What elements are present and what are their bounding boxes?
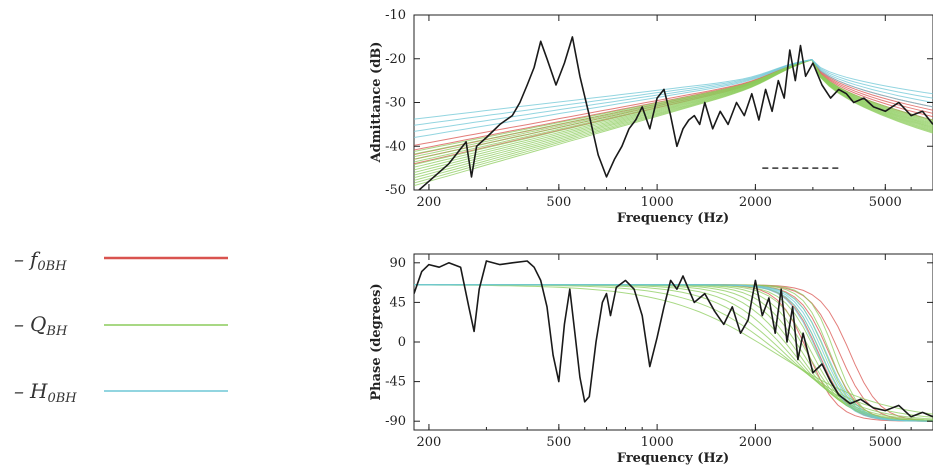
admittance-measured-series [417,36,933,190]
legend-item-h0bh: – H0BH [14,379,228,406]
x-tick-label: 1000 [641,435,674,450]
legend-dash-2: – [14,312,24,336]
admittance-model-bands [414,58,933,187]
admittance-panel: 200 500 1000 2000 5000 -50 -40 -30 -20 -10 Freque… [369,8,933,226]
y-tick-label: -40 [385,139,406,154]
x-tick-label: 5000 [869,435,902,450]
y-tick-label: 0 [398,335,406,350]
model-curve-h0bh [414,59,933,132]
legend-item-qbh: – QBH [14,312,228,339]
model-curve-qbh [414,59,933,158]
measured-line [417,36,933,190]
x-tick-label: 500 [546,435,571,450]
legend-dash-3: – [14,379,24,403]
legend-label-qbh: QBH [30,312,68,339]
y-tick-label: -90 [385,414,406,429]
y-tick-label: 90 [389,256,406,271]
model-curve-qbh [414,59,933,179]
x-tick-label: 500 [546,195,571,210]
model-curve-qbh [414,59,933,166]
model-curve-qbh [414,59,933,173]
y-tick-label: 45 [389,295,406,310]
phase-panel: 200 500 1000 2000 5000 -90 -45 0 45 90 Frequency … [369,253,933,466]
admittance-ticks: 200 500 1000 2000 5000 -50 -40 -30 -20 -10 [385,8,933,210]
x-tick-label: 200 [417,435,442,450]
model-curve-qbh [414,284,933,421]
legend-dash-1: – [14,247,24,271]
x-tick-label: 200 [417,195,442,210]
model-curve-qbh [414,59,933,152]
x-tick-label: 2000 [739,435,772,450]
phase-measured-series [414,260,933,418]
measured-line [414,260,933,418]
model-curve-h0bh [414,58,933,120]
model-curve-qbh [414,59,933,187]
x-tick-label: 1000 [641,195,674,210]
y-tick-label: -10 [385,8,406,23]
y-tick-label: -50 [385,183,406,198]
legend-label-h0bh: H0BH [29,379,77,406]
x-tick-label: 2000 [739,195,772,210]
model-curve-qbh [414,59,933,184]
model-curve-qbh [414,284,933,421]
x-tick-label: 5000 [869,195,902,210]
model-curve-h0bh [414,58,933,126]
legend: – f0BH – QBH – H0BH [0,0,350,470]
model-curve-qbh [414,59,933,181]
y-tick-label: -30 [385,96,406,111]
model-curve-qbh [414,59,933,176]
model-curve-qbh [414,284,933,415]
model-curve-qbh [414,284,933,418]
y-tick-label: -45 [385,375,406,390]
admittance-xlabel: Frequency (Hz) [617,211,729,226]
y-tick-label: -20 [385,52,406,67]
legend-svg: – f0BH – QBH – H0BH [14,247,228,406]
admittance-ylabel: Admittance (dB) [369,42,384,164]
phase-xlabel: Frequency (Hz) [617,451,729,466]
phase-ticks: 200 500 1000 2000 5000 -90 -45 0 45 90 [385,254,933,450]
phase-ylabel: Phase (degrees) [369,283,384,400]
